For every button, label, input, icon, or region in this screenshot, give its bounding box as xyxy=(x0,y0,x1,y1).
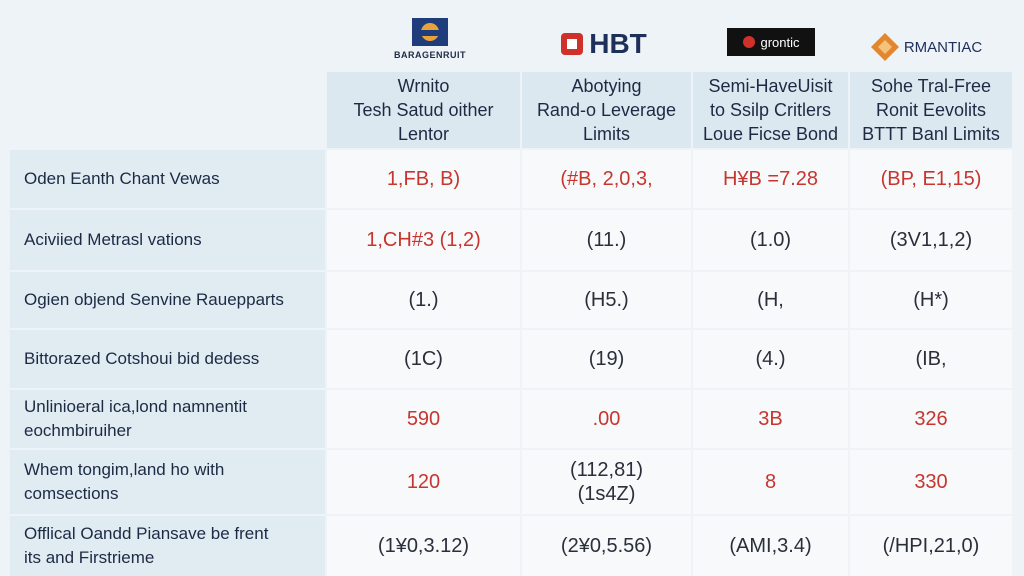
table-cell: 1,FB, B) xyxy=(327,150,520,208)
table-cell: 590 xyxy=(327,390,520,448)
column-header: Sohe Tral-Free Ronit Eevolits BTTT Banl … xyxy=(850,72,1012,148)
table-cell: (/HPI,21,0) xyxy=(850,516,1012,576)
row-label: Unlinioeral ica,lond namnentit eochmbiru… xyxy=(10,390,325,448)
table-cell: (3V1,1,2) xyxy=(850,210,1012,270)
table-cell: (H, xyxy=(693,272,848,328)
table-cell: (1.) xyxy=(327,272,520,328)
table-cell: 120 xyxy=(327,450,520,514)
table-cell: (19) xyxy=(522,330,691,388)
table-cell: (AMI,3.4) xyxy=(693,516,848,576)
row-label: Aciviied Metrasl vations xyxy=(10,210,325,270)
logo-4: RMANTIAC xyxy=(856,30,996,64)
row-label: Offlical Oandd Piansave be frent its and… xyxy=(10,516,325,576)
table-cell: (4.) xyxy=(693,330,848,388)
logo-2-text: HBT xyxy=(589,28,647,59)
table-cell: (1C) xyxy=(327,330,520,388)
table-cell: (H5.) xyxy=(522,272,691,328)
logo-2-icon xyxy=(561,33,584,55)
logo-1-text: BARAGENRUIT xyxy=(394,50,466,60)
logo-3-icon xyxy=(743,36,756,48)
table-cell: (1¥0,3.12) xyxy=(327,516,520,576)
logo-3-text: grontic xyxy=(760,34,800,50)
logo-1: BARAGENRUIT xyxy=(380,12,480,64)
logo-2: HBT xyxy=(548,26,658,62)
table-cell: (2¥0,5.56) xyxy=(522,516,691,576)
table-cell: (1.0) xyxy=(693,210,848,270)
table-cell: (IB, xyxy=(850,330,1012,388)
column-header: Semi-HaveUisit to Ssilp Critlers Loue Fi… xyxy=(693,72,848,148)
row-label: Whem tongim,land ho with comsections xyxy=(10,450,325,514)
table-cell: H¥B =7.28 xyxy=(693,150,848,208)
row-label: Bittorazed Cotshoui bid dedess xyxy=(10,330,325,388)
logo-3: grontic xyxy=(727,28,815,56)
table-cell: .00 xyxy=(522,390,691,448)
logo-1-icon xyxy=(412,18,448,46)
table-cell: 8 xyxy=(693,450,848,514)
column-header: Abotying Rand-o Leverage Limits xyxy=(522,72,691,148)
column-header: Wrnito Tesh Satud oither Lentor xyxy=(327,72,520,148)
logo-4-text: RMANTIAC xyxy=(903,38,983,56)
logo-4-icon xyxy=(870,33,899,61)
row-label: Ogien objend Senvine Rauepparts xyxy=(10,272,325,328)
table-cell: 326 xyxy=(850,390,1012,448)
table-cell: (H*) xyxy=(850,272,1012,328)
table-cell: (112,81) (1s4Z) xyxy=(522,450,691,514)
table-cell: 1,CH#3 (1,2) xyxy=(327,210,520,270)
row-label: Oden Eanth Chant Vewas xyxy=(10,150,325,208)
table-cell: (11.) xyxy=(522,210,691,270)
table-cell: 3B xyxy=(693,390,848,448)
table-cell: 330 xyxy=(850,450,1012,514)
table-cell: (BP, E1,15) xyxy=(850,150,1012,208)
table-cell: (#B, 2,0,3, xyxy=(522,150,691,208)
